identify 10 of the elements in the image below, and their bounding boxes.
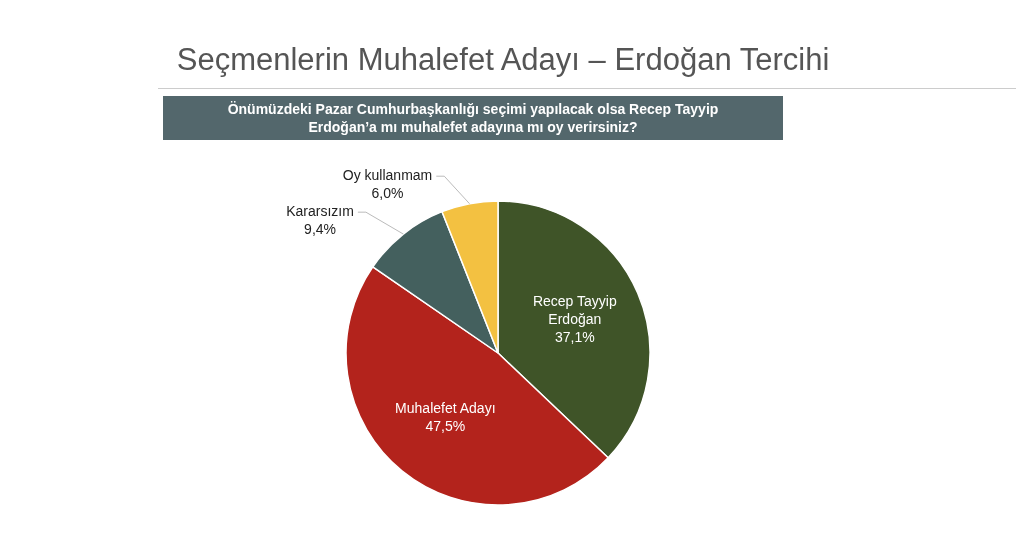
data-label: 47,5%	[425, 417, 466, 434]
chart-subtitle: Önümüzdeki Pazar Cumhurbaşkanlığı seçimi yapılacak olsa Recep Tayyip Erdoğan’a mı muhalefet adayına mı oy verirsiniz?	[163, 96, 783, 140]
data-label: 6,0%	[371, 185, 404, 202]
slice-label: Recep Tayyip Erdoğan	[532, 292, 617, 327]
slice-label: Muhalefet Adayı	[395, 399, 496, 416]
chart-title: Seçmenlerin Muhalefet Adayı – Erdoğan Tercihi	[175, 42, 831, 78]
data-label: 9,4%	[304, 221, 337, 238]
slice-label: Oy kullanmam	[342, 167, 433, 184]
data-label: 37,1%	[554, 328, 595, 345]
slice-label: Kararsızım	[286, 203, 354, 220]
